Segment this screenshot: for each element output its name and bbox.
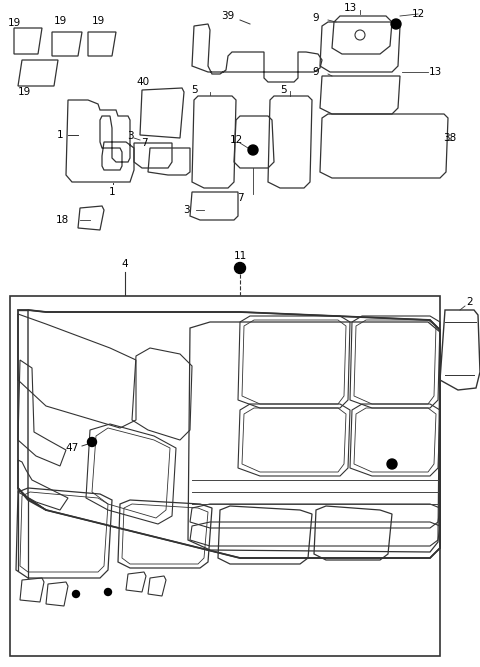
Circle shape <box>105 588 111 596</box>
Text: 1: 1 <box>108 187 115 197</box>
Text: 40: 40 <box>136 77 150 87</box>
Text: 13: 13 <box>343 3 357 13</box>
Circle shape <box>248 145 258 155</box>
Circle shape <box>235 263 245 273</box>
Text: 11: 11 <box>233 251 247 261</box>
Text: 12: 12 <box>411 9 425 19</box>
Text: 9: 9 <box>312 67 319 77</box>
Text: 5: 5 <box>280 85 287 95</box>
Circle shape <box>387 459 397 469</box>
Text: 19: 19 <box>18 87 31 97</box>
Text: 2: 2 <box>467 297 473 307</box>
Text: 13: 13 <box>428 67 442 77</box>
Text: 19: 19 <box>8 18 21 28</box>
Text: 5: 5 <box>192 85 198 95</box>
Circle shape <box>391 19 401 29</box>
Text: 9: 9 <box>312 13 319 23</box>
Text: 3: 3 <box>127 131 133 141</box>
Bar <box>10 296 440 656</box>
Text: 7: 7 <box>237 193 243 203</box>
Text: 1: 1 <box>57 130 63 140</box>
Text: 19: 19 <box>54 16 67 26</box>
Text: 7: 7 <box>141 138 147 148</box>
Text: 18: 18 <box>55 215 69 225</box>
Text: 47: 47 <box>65 443 79 453</box>
Text: 38: 38 <box>444 133 456 143</box>
Text: 19: 19 <box>92 16 105 26</box>
Text: 4: 4 <box>122 259 128 269</box>
Text: 3: 3 <box>183 205 189 215</box>
Text: 12: 12 <box>229 135 242 145</box>
Circle shape <box>87 438 96 446</box>
Circle shape <box>72 590 80 598</box>
Text: 39: 39 <box>221 11 235 21</box>
